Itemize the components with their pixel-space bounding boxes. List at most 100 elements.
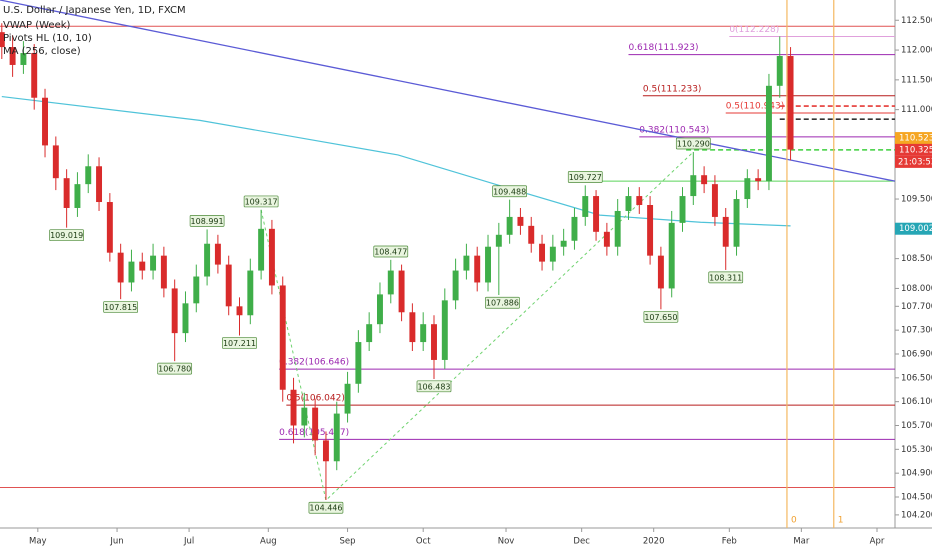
pivot-box [189,215,225,227]
candle-body [528,225,535,244]
countdown-box [895,155,932,168]
pivot-label: 106.483 [417,382,450,391]
time-line-label: 0 [791,516,797,526]
candle-body [52,145,59,179]
candle-body [647,205,654,256]
pivot-box [222,337,257,349]
pivot-label: 109.727 [569,173,602,182]
pivot-label: 109.488 [493,187,526,196]
fib-label: 0.5(110.943) [726,102,785,112]
y-tick-label: 111.000 [901,105,932,115]
x-tick-label: Aug [260,537,277,547]
pivot-label: 110.290 [677,139,710,148]
y-tick-label: 105.700 [901,421,932,431]
y-tick-label: 106.500 [901,373,932,383]
candle-body [322,440,329,462]
y-tick-label: 104.200 [901,510,932,520]
y-tick-label: 108.000 [901,284,932,294]
candle-body [139,261,146,271]
candle-body [247,270,254,316]
pivot-box [157,362,193,375]
fib-label: 0.382(110.543) [639,125,709,135]
y-tick-label: 106.900 [901,349,932,359]
y-tick-label: 112.000 [901,46,932,56]
candle-body [204,243,211,277]
candle-body [193,276,200,304]
candle-body [214,243,221,265]
candle-body [657,255,664,289]
candle-body [614,210,621,247]
pivot-box [373,245,409,258]
candle-body [387,270,394,295]
candle-body [603,231,610,247]
candle-body [495,234,502,247]
candle-body [755,178,762,182]
last-price-box [895,143,932,156]
candle-body [593,196,600,232]
fib-label: 0.382(106.646) [279,358,349,368]
x-tick-label: Oct [416,537,431,547]
y-tick-label: 107.300 [901,326,932,336]
candle-body [279,285,286,390]
y-tick-label: 107.700 [901,302,932,312]
candle-body [409,312,416,343]
candle-body [441,300,448,360]
pivot-label: 108.311 [709,273,742,282]
candle-body [333,413,340,462]
candle-body [679,196,686,223]
candle-body [711,184,718,217]
fib-label: 0.5(111.233) [643,84,702,94]
fib-label: 0(112.228) [729,25,779,35]
y-tick-label: 106.100 [901,397,932,407]
pivot-label: 107.211 [223,339,256,348]
pivot-box [567,171,603,183]
candle-body [722,216,729,247]
candle-body [463,255,470,271]
candle-body [636,196,643,206]
y-tick-label: 111.500 [901,75,932,85]
pivot-label: 107.886 [486,299,519,308]
candle-body [506,216,513,235]
pivot-box [643,310,679,323]
x-tick-label: Jul [183,537,194,547]
indicator-label: VWAP (Week) [3,20,71,31]
candle-body [31,53,38,98]
candle-body [20,53,27,65]
candle-body [258,228,265,271]
candle-body [301,407,308,426]
candle-body [452,270,459,301]
y-tick-label: 104.500 [901,493,932,503]
x-tick-label: Sep [340,537,356,547]
pivot-box [416,380,452,393]
candle-body [355,342,362,384]
candle-body [225,264,232,307]
pivot-label: 108.477 [374,248,407,257]
trendline [0,0,896,182]
pivot-label: 104.446 [309,504,342,513]
countdown: 21:03:53 [898,157,932,167]
candle-body [171,288,178,334]
vwap-last-label: 110.523 [899,134,932,144]
pivot-box [492,185,527,198]
x-tick-label: Feb [722,537,737,547]
pivot-label: 107.650 [644,313,677,322]
indicator-label: MA (256, close) [3,46,81,57]
candle-body [571,216,578,241]
ma-last-box [895,222,932,235]
candle-body [485,246,491,283]
candle-body [733,199,740,247]
candle-body [9,47,16,65]
pivot-label: 106.780 [158,365,191,374]
pivot-box [49,229,84,242]
indicator-label: Pivots HL (10, 10) [3,33,92,44]
pivot-box [243,195,279,208]
pivot-box [103,301,139,313]
candle-body [787,56,794,150]
x-tick-label: Mar [793,537,810,547]
candle-body [701,175,708,185]
x-tick-label: May [29,537,47,547]
candle-body [0,32,5,48]
pivot-label: 107.815 [104,303,137,312]
x-tick-label: Jun [109,537,123,547]
